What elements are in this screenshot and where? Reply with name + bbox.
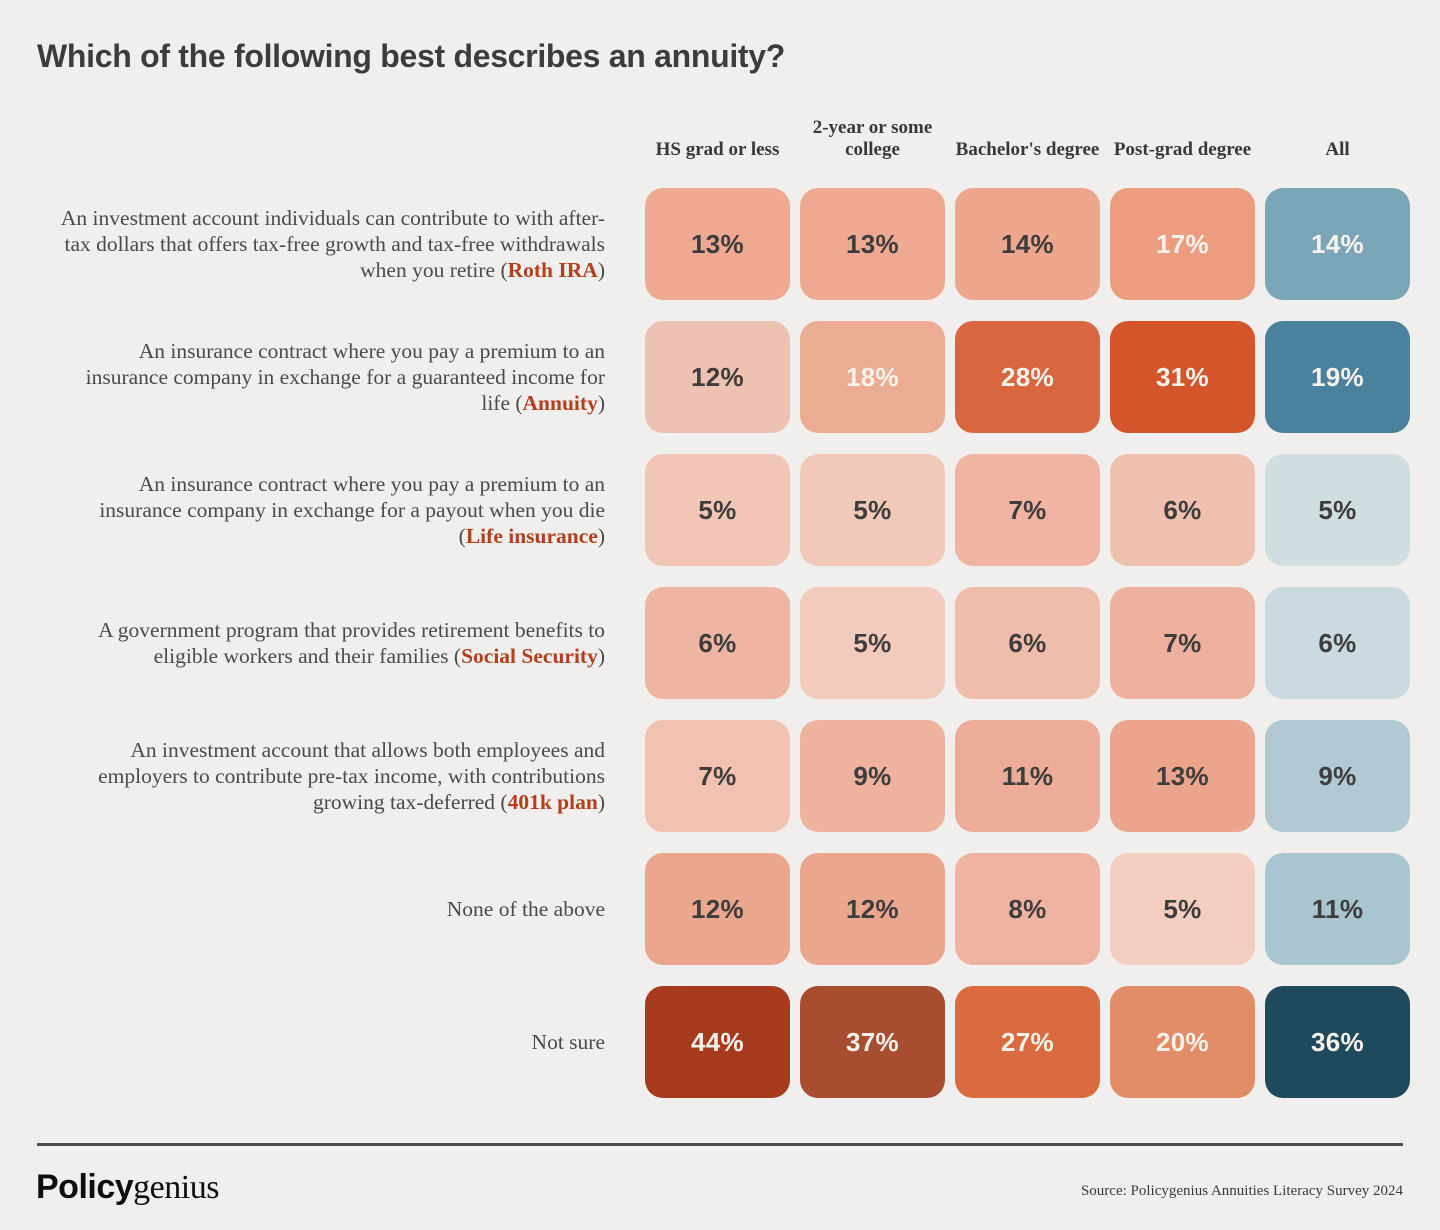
heatmap-cell-all: 14% — [1265, 188, 1410, 300]
heatmap-cell: 6% — [955, 587, 1100, 699]
heatmap-cell: 13% — [645, 188, 790, 300]
heatmap-cell: 12% — [800, 853, 945, 965]
logo-text-policy: Policy — [36, 1168, 134, 1206]
footer-divider — [37, 1143, 1403, 1146]
row-label-text: A government program that provides retir… — [98, 618, 605, 668]
heatmap-cell: 37% — [800, 986, 945, 1098]
heatmap-cell: 7% — [1110, 587, 1255, 699]
heatmap-cell-all: 9% — [1265, 720, 1410, 832]
heatmap-cell: 17% — [1110, 188, 1255, 300]
chart-title: Which of the following best describes an… — [37, 38, 786, 74]
heatmap-cell: 12% — [645, 853, 790, 965]
heatmap-cell-all: 11% — [1265, 853, 1410, 965]
heatmap-cell: 14% — [955, 188, 1100, 300]
row-label-text: Not sure — [531, 1030, 605, 1054]
heatmap-cell: 7% — [645, 720, 790, 832]
row-label-none-of-the-above: None of the above — [37, 853, 635, 965]
row-label-life-insurance: An insurance contract where you pay a pr… — [37, 454, 635, 566]
column-header-hs-grad: HS grad or less — [655, 139, 780, 160]
heatmap-cell: 20% — [1110, 986, 1255, 1098]
heatmap-cell: 18% — [800, 321, 945, 433]
heatmap-cell: 9% — [800, 720, 945, 832]
column-header-some-college: 2-year or some college — [812, 117, 933, 160]
row-label-401k-plan: An investment account that allows both e… — [37, 720, 635, 832]
heatmap-cell: 5% — [800, 587, 945, 699]
heatmap-cell: 7% — [955, 454, 1100, 566]
corner-spacer — [37, 120, 635, 167]
heatmap-cell: 27% — [955, 986, 1100, 1098]
heatmap-cell: 5% — [1110, 853, 1255, 965]
row-label-keyword: Annuity — [522, 391, 598, 415]
heatmap-cell: 8% — [955, 853, 1100, 965]
row-label-text: An investment account that allows both e… — [98, 738, 605, 814]
row-label-annuity: An insurance contract where you pay a pr… — [37, 321, 635, 433]
heatmap-cell: 5% — [645, 454, 790, 566]
heatmap-cell: 12% — [645, 321, 790, 433]
column-header-all: All — [1325, 139, 1350, 160]
row-label-keyword: Social Security — [461, 644, 598, 668]
row-label-text: An investment account individuals can co… — [60, 206, 605, 282]
row-label-not-sure: Not sure — [37, 986, 635, 1098]
heatmap-cell: 31% — [1110, 321, 1255, 433]
logo-text-genius: genius — [133, 1169, 219, 1206]
heatmap-cell: 13% — [1110, 720, 1255, 832]
heatmap-cell-all: 5% — [1265, 454, 1410, 566]
heatmap-cell: 6% — [1110, 454, 1255, 566]
row-label-social-security: A government program that provides retir… — [37, 587, 635, 699]
heatmap-cell-all: 19% — [1265, 321, 1410, 433]
row-label-text: An insurance contract where you pay a pr… — [99, 472, 605, 548]
heatmap-cell: 28% — [955, 321, 1100, 433]
column-header-postgrad: Post-grad degree — [1113, 139, 1252, 160]
heatmap-table: HS grad or less 2-year or some college B… — [37, 117, 1410, 1098]
row-label-keyword: Life insurance — [465, 524, 598, 548]
row-label-text: An insurance contract where you pay a pr… — [85, 339, 605, 415]
heatmap-cell: 5% — [800, 454, 945, 566]
heatmap-cell: 6% — [645, 587, 790, 699]
heatmap-cell-all: 36% — [1265, 986, 1410, 1098]
row-label-keyword: Roth IRA — [507, 258, 598, 282]
heatmap-cell: 13% — [800, 188, 945, 300]
row-label-keyword: 401k plan — [507, 790, 598, 814]
heatmap-cell: 44% — [645, 986, 790, 1098]
heatmap-cell-all: 6% — [1265, 587, 1410, 699]
row-label-roth-ira: An investment account individuals can co… — [37, 188, 635, 300]
source-credit: Source: Policygenius Annuities Literacy … — [1080, 1183, 1403, 1199]
policygenius-logo: Policygenius — [36, 1168, 219, 1207]
column-header-bachelors: Bachelor's degree — [955, 139, 1100, 160]
heatmap-cell: 11% — [955, 720, 1100, 832]
row-label-text: None of the above — [446, 897, 605, 921]
